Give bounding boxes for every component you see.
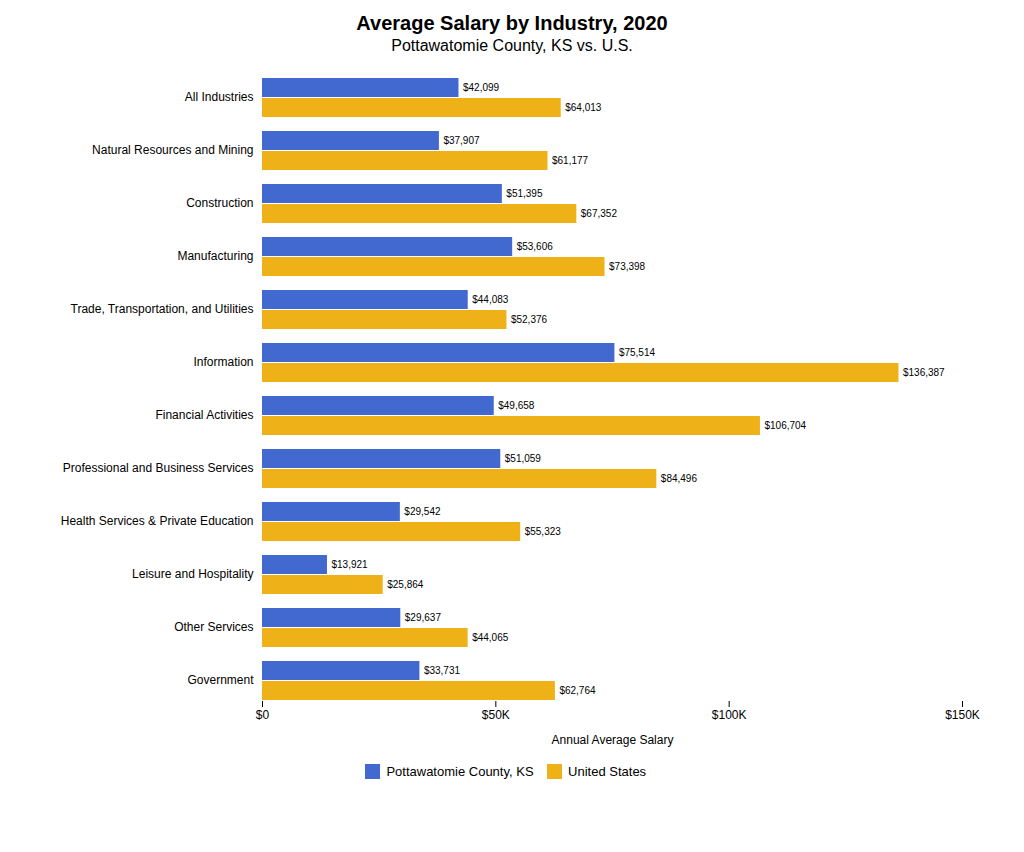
svg-text:$67,352: $67,352 [581,208,618,219]
svg-text:$44,065: $44,065 [472,632,509,643]
svg-text:$37,907: $37,907 [443,135,480,146]
svg-text:$44,083: $44,083 [472,294,509,305]
html-text:Pottawatomie County, KS: Pottawatomie County, KS [386,764,534,779]
svg-text:$13,921: $13,921 [331,559,368,570]
svg-text:$53,606: $53,606 [517,241,554,252]
svg-text:Information: Information [193,355,253,369]
svg-text:Financial Activities: Financial Activities [155,408,253,422]
svg-text:$75,514: $75,514 [619,347,656,358]
svg-text:Government: Government [187,673,254,687]
svg-text:$42,099: $42,099 [463,82,500,93]
svg-text:$51,395: $51,395 [506,188,543,199]
svg-text:$52,376: $52,376 [511,314,548,325]
svg-text:Natural Resources and Mining: Natural Resources and Mining [92,143,253,157]
svg-text:$84,496: $84,496 [661,473,698,484]
svg-text:$100K: $100K [712,708,747,722]
svg-text:$49,658: $49,658 [498,400,535,411]
svg-text:Professional and Business Serv: Professional and Business Services [63,461,254,475]
svg-text:$64,013: $64,013 [565,102,602,113]
html-text:Average Salary by Industry, 20: Average Salary by Industry, 2020 [356,12,668,34]
svg-text:Other Services: Other Services [174,620,253,634]
svg-text:Health Services & Private Educ: Health Services & Private Education [61,514,254,528]
svg-text:$0: $0 [256,708,270,722]
svg-text:$106,704: $106,704 [764,420,806,431]
html-text:Pottawatomie County, KS vs. U.: Pottawatomie County, KS vs. U.S. [391,37,633,54]
svg-text:$62,764: $62,764 [559,685,596,696]
svg-text:$33,731: $33,731 [424,665,461,676]
svg-text:Manufacturing: Manufacturing [177,249,253,263]
svg-text:Annual Average Salary: Annual Average Salary [552,733,674,747]
svg-text:$55,323: $55,323 [525,526,562,537]
svg-text:Leisure and Hospitality: Leisure and Hospitality [132,567,253,581]
svg-text:$150K: $150K [945,708,980,722]
svg-text:Construction: Construction [186,196,253,210]
svg-text:$29,637: $29,637 [405,612,442,623]
svg-text:$61,177: $61,177 [552,155,589,166]
svg-text:$29,542: $29,542 [404,506,441,517]
svg-text:All Industries: All Industries [185,90,254,104]
svg-text:$73,398: $73,398 [609,261,646,272]
svg-text:$136,387: $136,387 [903,367,945,378]
svg-text:$25,864: $25,864 [387,579,424,590]
html-text:United States: United States [568,764,647,779]
svg-text:Trade, Transportation, and Uti: Trade, Transportation, and Utilities [71,302,254,316]
svg-text:$50K: $50K [482,708,510,722]
svg-text:$51,059: $51,059 [505,453,542,464]
